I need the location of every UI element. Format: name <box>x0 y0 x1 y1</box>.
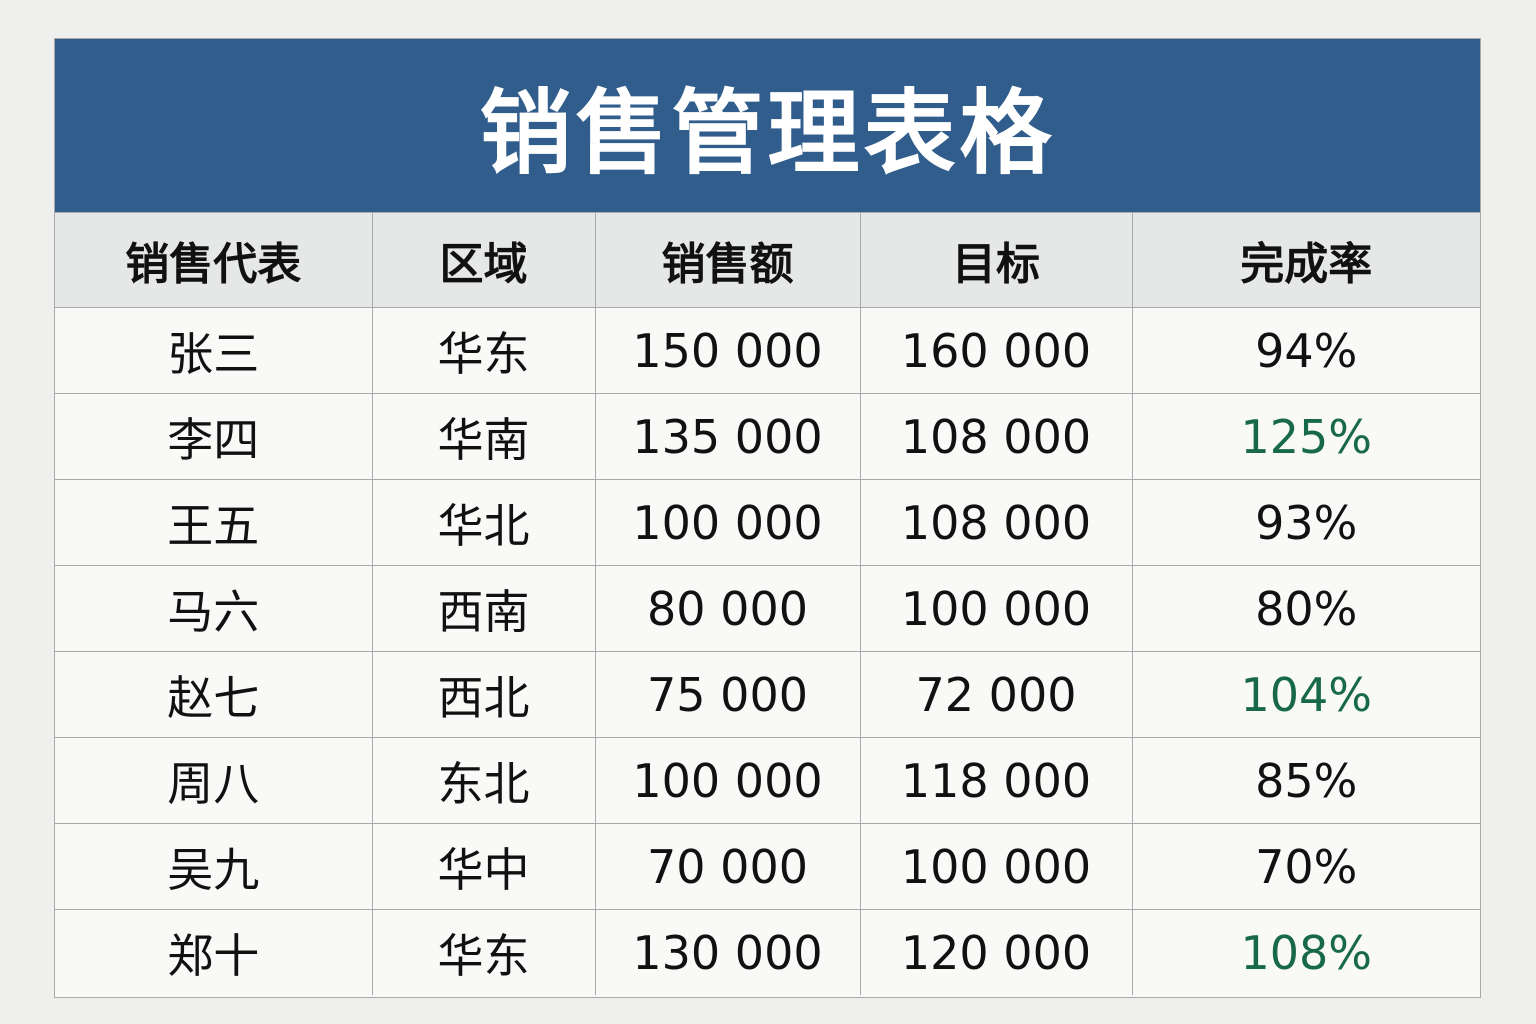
cell-completion: 93% <box>1131 479 1480 566</box>
cell-rep: 赵七 <box>55 651 373 738</box>
table-row: 张三 华东 150 000 160 000 94% <box>55 307 1480 394</box>
cell-sales: 130 000 <box>594 909 861 995</box>
cell-completion: 80% <box>1131 565 1480 652</box>
table-row: 吴九 华中 70 000 100 000 70% <box>55 823 1480 910</box>
cell-target: 108 000 <box>859 479 1133 566</box>
column-header-rep: 销售代表 <box>55 212 373 308</box>
cell-rep: 郑十 <box>55 909 373 995</box>
cell-target: 108 000 <box>859 393 1133 480</box>
cell-rep: 吴九 <box>55 823 373 910</box>
table-row: 王五 华北 100 000 108 000 93% <box>55 479 1480 566</box>
cell-sales: 150 000 <box>594 307 861 394</box>
cell-region: 华中 <box>371 823 596 910</box>
cell-rep: 周八 <box>55 737 373 824</box>
cell-rep: 王五 <box>55 479 373 566</box>
cell-completion: 104% <box>1131 651 1480 738</box>
cell-rep: 马六 <box>55 565 373 652</box>
table-row: 马六 西南 80 000 100 000 80% <box>55 565 1480 652</box>
cell-region: 华东 <box>371 307 596 394</box>
column-header-region: 区域 <box>371 212 596 308</box>
table-row: 郑十 华东 130 000 120 000 108% <box>55 909 1480 995</box>
table-row: 周八 东北 100 000 118 000 85% <box>55 737 1480 824</box>
cell-target: 118 000 <box>859 737 1133 824</box>
cell-sales: 80 000 <box>594 565 861 652</box>
cell-sales: 75 000 <box>594 651 861 738</box>
cell-target: 100 000 <box>859 823 1133 910</box>
table-row: 赵七 西北 75 000 72 000 104% <box>55 651 1480 738</box>
header-row: 销售代表 区域 销售额 目标 完成率 <box>55 212 1480 308</box>
cell-target: 72 000 <box>859 651 1133 738</box>
cell-region: 华北 <box>371 479 596 566</box>
cell-region: 西南 <box>371 565 596 652</box>
table-title: 销售管理表格 <box>55 39 1480 212</box>
cell-region: 西北 <box>371 651 596 738</box>
cell-target: 160 000 <box>859 307 1133 394</box>
cell-region: 华东 <box>371 909 596 995</box>
cell-completion: 94% <box>1131 307 1480 394</box>
table-row: 李四 华南 135 000 108 000 125% <box>55 393 1480 480</box>
cell-sales: 100 000 <box>594 479 861 566</box>
sales-table-sheet: 销售管理表格 销售代表 区域 销售额 目标 完成率 张三 华东 150 000 160… <box>54 38 1481 998</box>
cell-completion: 125% <box>1131 393 1480 480</box>
cell-completion: 108% <box>1131 909 1480 995</box>
cell-region: 东北 <box>371 737 596 824</box>
column-header-target: 目标 <box>859 212 1133 308</box>
cell-target: 100 000 <box>859 565 1133 652</box>
cell-rep: 李四 <box>55 393 373 480</box>
cell-rep: 张三 <box>55 307 373 394</box>
cell-completion: 70% <box>1131 823 1480 910</box>
cell-completion: 85% <box>1131 737 1480 824</box>
cell-region: 华南 <box>371 393 596 480</box>
column-header-completion: 完成率 <box>1131 212 1480 308</box>
sales-table: 销售代表 区域 销售额 目标 完成率 张三 华东 150 000 160 000 94%… <box>55 212 1480 995</box>
cell-target: 120 000 <box>859 909 1133 995</box>
column-header-sales: 销售额 <box>594 212 861 308</box>
cell-sales: 70 000 <box>594 823 861 910</box>
cell-sales: 100 000 <box>594 737 861 824</box>
cell-sales: 135 000 <box>594 393 861 480</box>
